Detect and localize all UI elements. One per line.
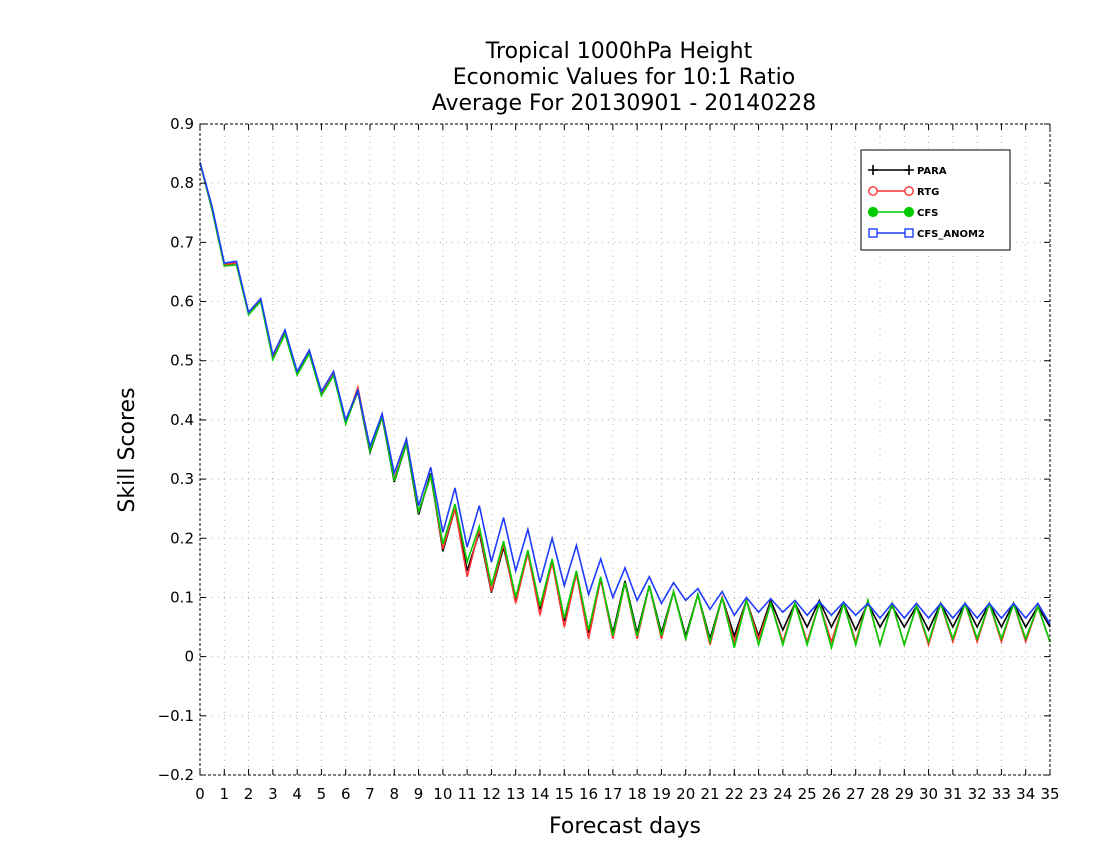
series-group bbox=[199, 162, 1051, 651]
legend-label-cfs: CFS bbox=[917, 208, 938, 219]
x-tick-label: 5 bbox=[317, 785, 327, 803]
x-tick-label: 14 bbox=[530, 785, 549, 803]
legend-marker-cfs-anom2 bbox=[904, 228, 914, 238]
x-tick-label: 34 bbox=[1016, 785, 1035, 803]
x-tick-label: 25 bbox=[798, 785, 817, 803]
y-tick-label: 0.7 bbox=[170, 233, 194, 251]
legend: PARA RTG CFS CFS_ANOM2 bbox=[860, 149, 1011, 251]
chart-title: Tropical 1000hPa Height Economic Values … bbox=[432, 39, 817, 116]
axis-ticks: −0.2−0.100.10.20.30.40.50.60.70.80.90 1 2 3… bbox=[158, 115, 1060, 803]
chart-title-line-2: Economic Values for 10:1 Ratio bbox=[453, 65, 795, 90]
x-tick-label: 13 bbox=[506, 785, 525, 803]
x-tick-label: 7 bbox=[365, 785, 375, 803]
x-tick-label: 21 bbox=[700, 785, 719, 803]
legend-marker-para bbox=[868, 165, 878, 175]
legend-marker-para bbox=[904, 165, 914, 175]
y-tick-label: 0.6 bbox=[170, 293, 194, 311]
y-tick-label: 0.8 bbox=[170, 174, 194, 192]
y-tick-label: 0.3 bbox=[170, 470, 194, 488]
y-tick-label: 0.2 bbox=[170, 529, 194, 547]
x-tick-label: 0 bbox=[195, 785, 205, 803]
y-tick-label: −0.2 bbox=[158, 766, 194, 784]
y-tick-label: 0.1 bbox=[170, 588, 194, 606]
x-tick-label: 20 bbox=[676, 785, 695, 803]
x-tick-label: 12 bbox=[482, 785, 501, 803]
x-tick-label: 17 bbox=[603, 785, 622, 803]
x-tick-label: 22 bbox=[725, 785, 744, 803]
series-line-cfs-anom2 bbox=[199, 162, 1051, 625]
x-tick-label: 28 bbox=[870, 785, 889, 803]
x-tick-label: 23 bbox=[749, 785, 768, 803]
x-tick-label: 9 bbox=[414, 785, 424, 803]
series-line-cfs bbox=[199, 162, 1051, 651]
x-tick-label: 2 bbox=[244, 785, 254, 803]
grid-lines bbox=[200, 124, 1050, 775]
legend-label-cfs-anom2: CFS_ANOM2 bbox=[917, 229, 985, 240]
x-tick-label: 8 bbox=[390, 785, 400, 803]
legend-marker-rtg bbox=[904, 186, 914, 196]
y-axis-label: Skill Scores bbox=[115, 387, 140, 512]
x-tick-label: 35 bbox=[1040, 785, 1059, 803]
x-tick-label: 19 bbox=[652, 785, 671, 803]
y-tick-label: 0 bbox=[184, 648, 194, 666]
chart-title-line-1: Tropical 1000hPa Height bbox=[485, 39, 753, 64]
x-tick-label: 33 bbox=[992, 785, 1011, 803]
legend-label-rtg: RTG bbox=[917, 187, 939, 198]
plot-frame bbox=[199, 123, 1051, 776]
x-tick-label: 6 bbox=[341, 785, 351, 803]
x-tick-label: 18 bbox=[628, 785, 647, 803]
y-tick-label: 0.5 bbox=[170, 352, 194, 370]
y-tick-label: −0.1 bbox=[158, 707, 194, 725]
legend-marker-cfs bbox=[867, 206, 879, 218]
y-tick-label: 0.4 bbox=[170, 411, 194, 429]
x-tick-label: 4 bbox=[292, 785, 302, 803]
x-tick-label: 31 bbox=[943, 785, 962, 803]
x-tick-label: 10 bbox=[433, 785, 452, 803]
x-tick-label: 3 bbox=[268, 785, 278, 803]
y-tick-label: 0.9 bbox=[170, 115, 194, 133]
x-axis-label: Forecast days bbox=[549, 814, 701, 839]
x-tick-label: 27 bbox=[846, 785, 865, 803]
legend-label-para: PARA bbox=[917, 166, 947, 177]
x-tick-label: 26 bbox=[822, 785, 841, 803]
plot-area: −0.2−0.100.10.20.30.40.50.60.70.80.90 1 2 3… bbox=[158, 115, 1060, 803]
x-tick-label: 1 bbox=[220, 785, 230, 803]
x-tick-label: 16 bbox=[579, 785, 598, 803]
x-tick-label: 30 bbox=[919, 785, 938, 803]
legend-marker-rtg bbox=[868, 186, 878, 196]
legend-marker-cfs bbox=[903, 206, 915, 218]
x-tick-label: 15 bbox=[555, 785, 574, 803]
legend-marker-cfs-anom2 bbox=[868, 228, 878, 238]
x-tick-label: 24 bbox=[773, 785, 792, 803]
x-tick-label: 11 bbox=[458, 785, 477, 803]
x-tick-label: 29 bbox=[895, 785, 914, 803]
chart-title-line-3: Average For 20130901 - 20140228 bbox=[432, 91, 817, 116]
x-tick-label: 32 bbox=[968, 785, 987, 803]
